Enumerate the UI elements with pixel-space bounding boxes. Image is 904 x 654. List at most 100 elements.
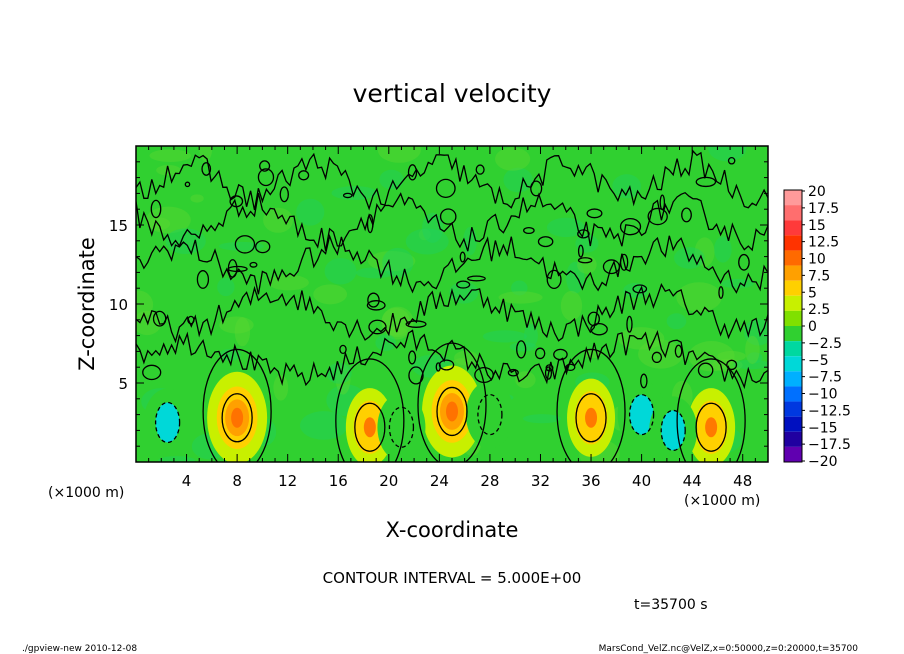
x-tick-label: 8	[232, 472, 242, 490]
small-contour	[727, 157, 736, 165]
small-contour	[408, 350, 417, 365]
downdraft-contour	[388, 406, 415, 448]
field-patch	[190, 194, 204, 203]
field-patch	[273, 375, 289, 401]
colorbar-swatch	[784, 326, 802, 342]
field-patch	[733, 359, 768, 370]
small-contour	[545, 364, 554, 372]
field-patch	[566, 261, 585, 294]
velocity-field	[136, 146, 768, 462]
colorbar-label: −20	[808, 454, 838, 470]
colorbar-swatch	[784, 190, 802, 206]
colorbar: 2017.51512.5107.552.50−2.5−5−7.5−10−12.5…	[783, 184, 851, 470]
small-contour	[577, 257, 593, 264]
colorbar-label: 20	[808, 184, 826, 200]
colorbar-swatch	[784, 235, 802, 251]
small-contour	[738, 253, 750, 271]
updraft-contour-outer	[676, 358, 746, 462]
colorbar-label: 12.5	[808, 235, 839, 251]
chart-title: vertical velocity	[353, 79, 552, 108]
small-contour	[565, 363, 576, 372]
field-patch	[676, 282, 722, 312]
field-patch	[714, 236, 732, 263]
updraft-peak	[446, 401, 458, 422]
field-patch	[560, 290, 583, 321]
field-patch	[136, 290, 154, 319]
small-contour	[339, 344, 347, 355]
colorbar-label: 15	[808, 218, 826, 234]
colorbar-swatch	[784, 356, 802, 372]
field-patch	[708, 146, 747, 162]
field-patch	[199, 146, 213, 162]
colorbar-swatch	[784, 371, 802, 387]
small-contour	[366, 300, 386, 311]
colorbar-label: −5	[808, 353, 829, 369]
x-tick-label: 48	[733, 472, 752, 490]
x-unit-right: (×1000 m)	[684, 493, 760, 509]
small-contour	[201, 162, 212, 176]
small-contour	[407, 164, 418, 181]
updraft-contour-inner	[695, 402, 727, 452]
colorbar-swatch	[784, 341, 802, 357]
small-contour	[150, 199, 162, 219]
updraft-peak	[231, 407, 244, 428]
small-contour	[553, 348, 568, 361]
x-unit-left: (×1000 m)	[48, 485, 124, 501]
colorbar-label: 17.5	[808, 201, 839, 217]
colorbar-swatch	[784, 295, 802, 311]
small-contour	[229, 195, 244, 208]
x-tick-label: 4	[182, 472, 192, 490]
colorbar-label: 7.5	[808, 268, 830, 284]
field-patch	[747, 352, 763, 364]
field-patch	[368, 251, 416, 272]
field-patch	[335, 364, 351, 395]
field-patch	[721, 278, 754, 289]
x-tick-label: 12	[278, 472, 297, 490]
small-contour	[586, 208, 603, 219]
x-tick-label: 20	[379, 472, 398, 490]
field-patch	[524, 324, 538, 348]
colorbar-label: −7.5	[808, 370, 842, 386]
colorbar-label: −17.5	[808, 437, 851, 453]
x-tick-label: 36	[581, 472, 600, 490]
small-contour	[619, 217, 642, 236]
field-patch	[234, 317, 251, 347]
small-contour	[234, 235, 256, 254]
colorbar-swatch	[784, 220, 802, 236]
small-contour	[534, 347, 546, 360]
small-contour	[681, 207, 692, 223]
x-tick-label: 28	[480, 472, 499, 490]
colorbar-label: 10	[808, 252, 826, 268]
updraft-contour-inner	[575, 393, 607, 443]
y-tick-label: 10	[109, 296, 128, 314]
zero-contour	[136, 329, 768, 390]
colorbar-label: −15	[808, 420, 838, 436]
zero-contour	[136, 233, 768, 295]
updraft-peak	[363, 417, 376, 438]
small-contour	[695, 176, 717, 188]
field-patch	[296, 198, 325, 226]
colorbar-swatch	[784, 250, 802, 266]
field-patch	[575, 234, 599, 253]
colorbar-swatch	[784, 401, 802, 417]
field-patch	[743, 319, 768, 346]
colorbar-label: 0	[808, 319, 817, 335]
small-contour	[405, 320, 427, 328]
small-contour	[647, 207, 668, 226]
plot-area	[136, 146, 768, 462]
small-contour	[467, 275, 486, 282]
field-patch	[299, 411, 348, 440]
colorbar-swatch	[784, 431, 802, 447]
updraft-contour-outer	[202, 348, 272, 462]
small-contour	[142, 364, 162, 381]
x-tick-label: 40	[632, 472, 651, 490]
field-patch	[511, 280, 528, 296]
small-contour	[187, 315, 195, 325]
field-patch	[147, 217, 171, 231]
updraft-contour-outer	[556, 348, 626, 462]
downdraft-contour	[660, 409, 686, 452]
updraft-contour-inner	[354, 402, 386, 452]
small-contour	[459, 251, 466, 263]
